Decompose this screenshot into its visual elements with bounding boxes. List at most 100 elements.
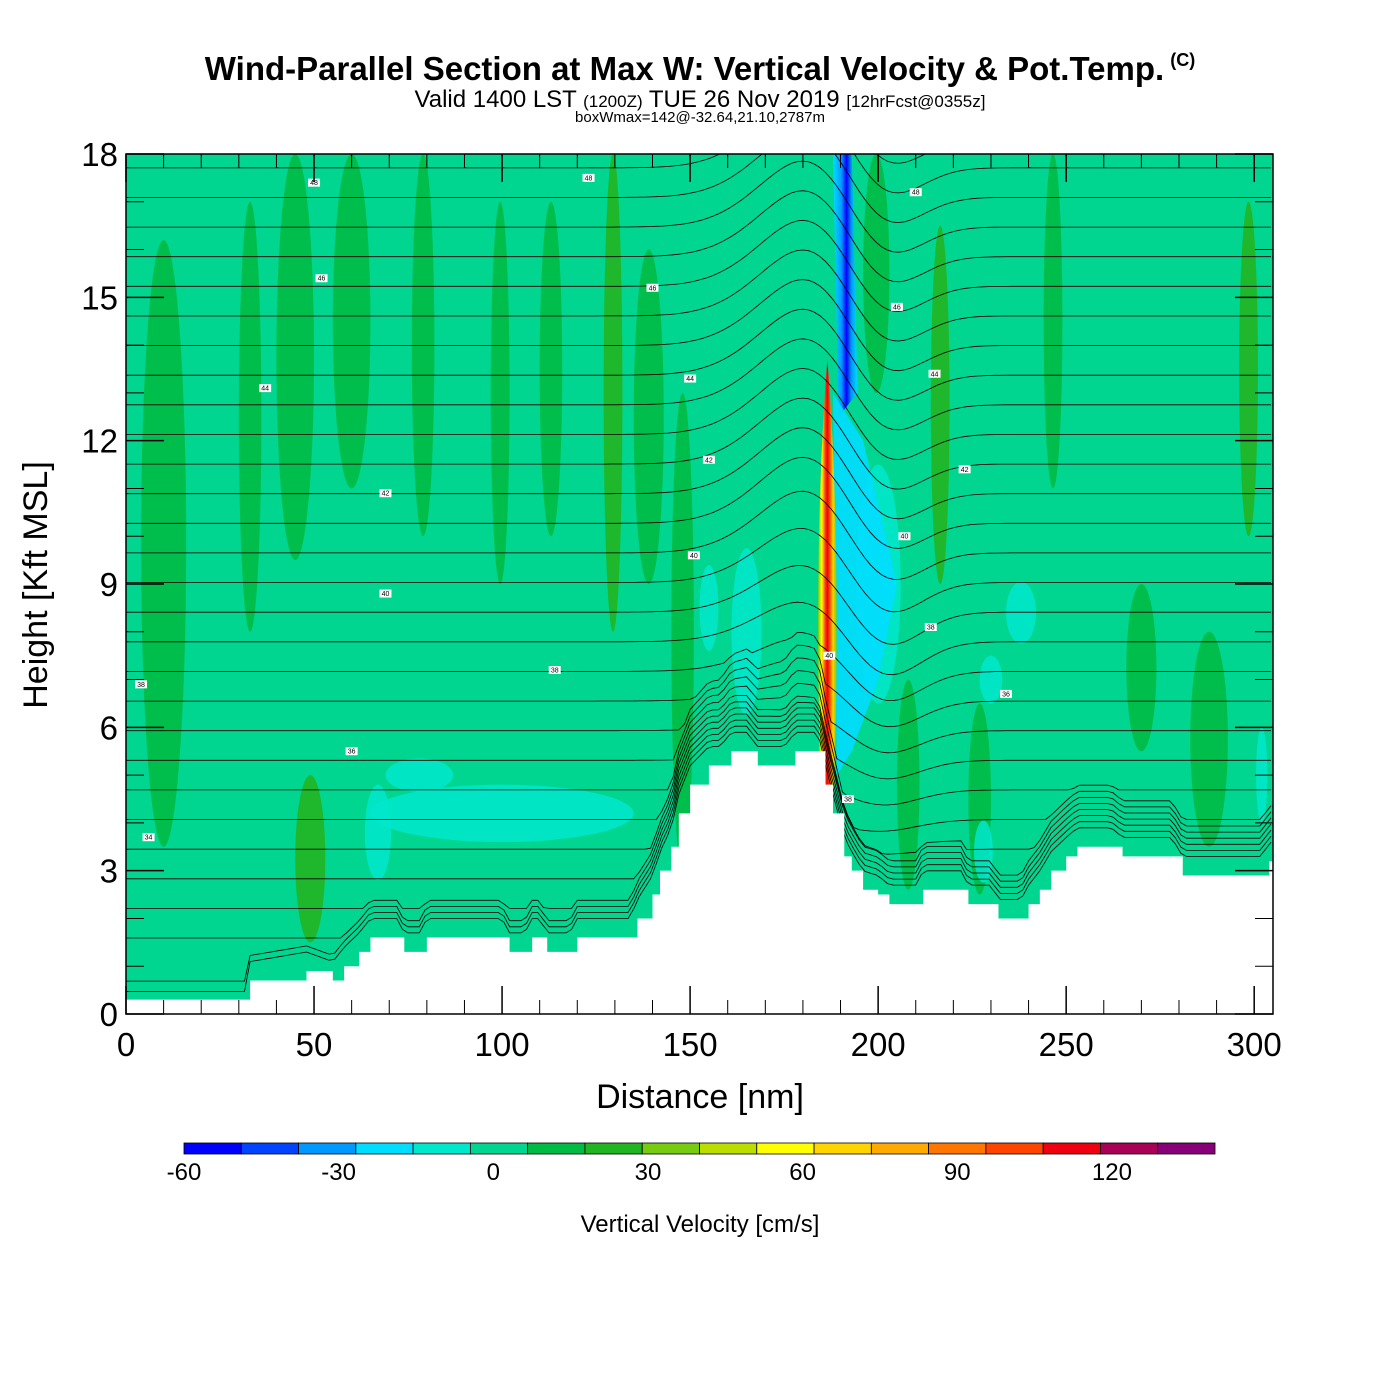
isentrope-line [126,154,1272,223]
y-tick-label: 9 [100,566,118,603]
isentrope-label: 42 [379,489,392,498]
colorbar-tick-label: -30 [321,1159,356,1186]
updraft-band [141,240,187,847]
updraft-band [332,154,371,489]
colorbar-swatch [641,1142,700,1155]
chart-title: Wind-Parallel Section at Max W: Vertical… [0,50,1400,88]
colorbar-swatch [183,1142,242,1155]
isentrope-line [126,456,1272,549]
isentrope-label: 34 [142,833,155,842]
colorbar-swatch [240,1142,299,1155]
colorbar-swatch [584,1142,643,1155]
updraft-band [896,679,920,890]
isentrope-line [126,670,1272,780]
x-axis-label: Distance [nm] [596,1078,804,1116]
isentrope-line [876,154,927,164]
isentrope-label: 42 [958,465,971,474]
colorbar-tick-label: 0 [487,1159,500,1186]
svg-text:42: 42 [382,491,390,498]
y-axis-label: Height [Kft MSL] [17,461,55,709]
x-tick-label: 50 [296,1026,333,1063]
svg-text:48: 48 [310,180,318,187]
isentrope-lines [126,154,1272,992]
isentrope-line [126,707,1272,880]
x-tick-label: 250 [1039,1026,1094,1063]
x-tick-label: 200 [851,1026,906,1063]
isentrope-line [126,644,1272,728]
isentrope-labels: 48 48 48 46 46 46 44 44 44 42 42 42 40 40 40 40 38 38 38 36… [135,173,1012,842]
svg-text:46: 46 [318,276,326,283]
colorbar-tick-label: -60 [167,1159,202,1186]
colorbar-swatch [1042,1142,1101,1155]
y-tick-label: 6 [100,709,118,746]
svg-text:40: 40 [690,553,698,560]
isentrope-label: 38 [842,795,855,804]
isentrope-label: 42 [702,455,715,464]
title-main: Wind-Parallel Section at Max W: Vertical… [204,50,1165,87]
colorbar-swatch [870,1142,930,1155]
isentrope-line [126,490,1272,580]
svg-text:42: 42 [961,467,969,474]
valid-time: Valid 1400 LST [414,86,577,113]
colorbar-swatch [412,1142,471,1155]
updraft-band [603,154,623,632]
x-tick-label: 300 [1227,1026,1282,1063]
isentrope-line [126,397,1272,490]
y-tick-label: 0 [100,996,118,1033]
colorbar-tick-label: 30 [635,1159,662,1186]
plot-area: 48 48 48 46 46 46 44 44 44 42 42 42 40 40 40 40 38 38 38 36… [126,154,1273,1014]
isentrope-line [126,219,1272,312]
svg-text:42: 42 [705,457,713,464]
downdraft-region [385,758,454,792]
svg-text:46: 46 [893,304,901,311]
isentrope-line [126,601,1272,676]
colorbar-tick-label: 60 [789,1159,816,1186]
isentrope-label: 40 [823,651,836,660]
updraft-band [930,225,950,584]
svg-text:36: 36 [348,749,356,756]
svg-text:38: 38 [551,668,559,675]
downdraft-region [979,655,1003,704]
svg-text:44: 44 [686,376,694,383]
svg-text:40: 40 [901,534,909,541]
svg-text:44: 44 [261,386,269,393]
isentrope-line [126,731,1272,992]
isentrope-label: 38 [548,666,561,675]
updraft-band [411,154,435,537]
colorbar-swatch [298,1142,357,1155]
svg-text:38: 38 [844,797,852,804]
copyright-mark: (C) [1170,50,1196,70]
isentrope-label: 46 [890,302,903,311]
isentrope-label: 46 [646,283,659,292]
isentrope-line [126,657,1272,754]
isentrope-line [126,631,1272,701]
isentrope-line [126,427,1272,520]
updraft-band [863,154,890,393]
updraft-band [1126,584,1157,752]
isentrope-label: 44 [928,369,941,378]
colorbar-swatch [699,1142,758,1155]
x-tick-label: 150 [663,1026,718,1063]
downdraft-region [699,564,719,651]
colorbar-label: Vertical Velocity [cm/s] [581,1211,820,1238]
colorbar-tick-label: 120 [1092,1159,1132,1186]
colorbar: -60 -30 0 30 60 90 120 [167,1142,1216,1186]
isentrope-line [126,338,1272,431]
isentrope-label: 36 [999,689,1012,698]
svg-text:38: 38 [927,625,935,632]
isentrope-line [126,565,1272,645]
svg-text:38: 38 [137,682,145,689]
updraft-band [276,154,315,561]
isentrope-label: 40 [379,589,392,598]
x-tick-label: 100 [475,1026,530,1063]
isentrope-line [126,713,1272,909]
isentrope-label: 36 [345,747,358,756]
terrain [126,751,1273,1014]
isentrope-line [126,701,1272,855]
colorbar-swatch [985,1142,1044,1155]
isentrope-label: 38 [135,680,148,689]
colorbar-tick-label: 90 [944,1159,971,1186]
svg-text:34: 34 [145,835,153,842]
isentrope-line [126,160,1272,253]
